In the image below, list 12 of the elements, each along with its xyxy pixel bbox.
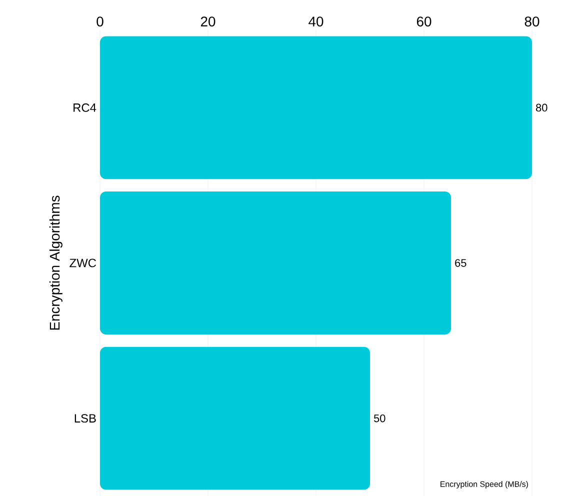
y-tick-label: LSB — [74, 414, 96, 423]
y-axis-title: Encryption Algorithms — [49, 196, 62, 330]
x-tick-label: 80 — [524, 16, 540, 26]
x-tick-label: 40 — [308, 16, 324, 26]
y-tick-label: RC4 — [74, 103, 96, 112]
data-label: 80 — [536, 104, 548, 112]
x-tick-label: 60 — [416, 16, 432, 26]
x-tick-label: 0 — [96, 16, 104, 26]
x-tick-label: 20 — [200, 16, 216, 26]
data-label: 65 — [455, 259, 466, 267]
data-label: 50 — [374, 414, 386, 422]
y-tick-label: ZWC — [70, 258, 96, 268]
